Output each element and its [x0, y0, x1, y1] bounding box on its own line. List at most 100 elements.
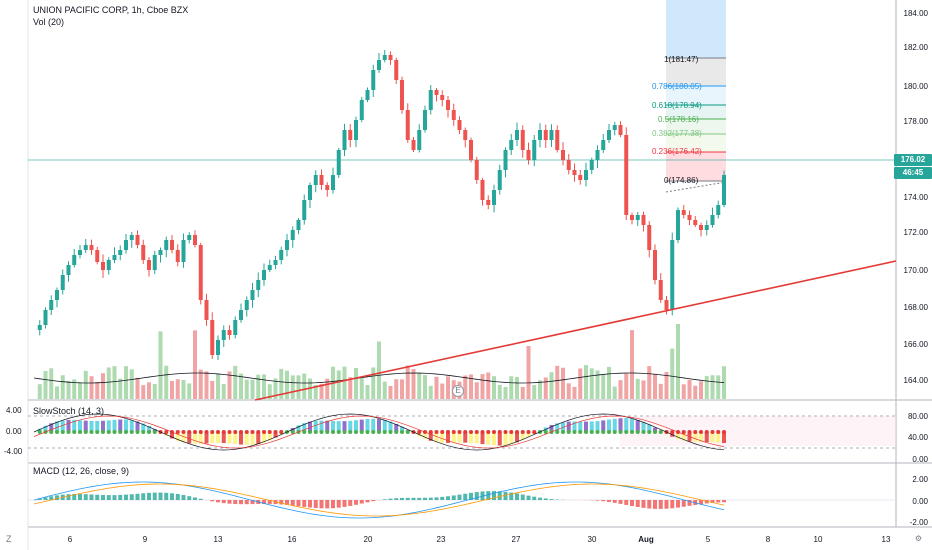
stoch-histogram-bar: [78, 420, 82, 432]
candle-body: [589, 160, 594, 170]
macd-histogram-bar: [89, 494, 94, 500]
earnings-marker-icon[interactable]: E: [452, 385, 464, 397]
stoch-dot: [463, 430, 468, 434]
macd-histogram-bar: [446, 496, 450, 500]
macd-histogram-bar: [371, 500, 376, 502]
macd-histogram-bar: [641, 500, 646, 508]
time-axis-label: 30: [587, 535, 597, 544]
volume-bar: [250, 379, 255, 399]
stoch-histogram-bar: [446, 432, 450, 443]
stoch-dot: [193, 430, 197, 434]
macd-histogram-bar: [618, 500, 623, 504]
candle-body: [635, 215, 640, 220]
stoch-histogram-bar: [641, 421, 646, 432]
macd-histogram-bar: [210, 500, 215, 502]
volume-bar: [658, 383, 663, 399]
macd-histogram-bar: [365, 500, 370, 503]
stoch-dot: [308, 430, 312, 434]
zoom-button[interactable]: Z: [6, 534, 12, 544]
stoch-dot: [106, 430, 111, 434]
volume-bar: [210, 380, 215, 399]
stoch-dot: [624, 430, 629, 434]
candle-body: [348, 130, 353, 140]
macd-histogram-bar: [451, 495, 456, 500]
stoch-dot: [365, 430, 370, 434]
price-axis-label: 184.00: [903, 9, 928, 18]
volume-bar: [503, 386, 508, 399]
stoch-histogram-bar: [129, 420, 134, 432]
stoch-histogram-bar: [607, 419, 611, 432]
candle-body: [618, 125, 623, 135]
volume-legend[interactable]: Vol (20): [33, 17, 65, 27]
symbol-legend[interactable]: UNION PACIFIC CORP, 1h, Cboe BZX: [33, 5, 189, 15]
macd-histogram-bar: [704, 500, 709, 504]
candle-body: [446, 100, 450, 110]
candle-body: [175, 250, 180, 262]
candle-body: [319, 175, 324, 185]
macd-histogram-bar: [181, 495, 186, 500]
volume-bar: [101, 373, 105, 399]
macd-histogram-bar: [66, 494, 71, 500]
stoch-dot: [526, 430, 531, 434]
volume-bar: [227, 371, 232, 399]
stoch-dot: [641, 430, 646, 434]
macd-histogram-bar: [221, 500, 226, 504]
stoch-dot: [49, 430, 54, 434]
candle-body: [55, 290, 59, 300]
macd-legend[interactable]: MACD (12, 26, close, 9): [33, 466, 130, 476]
volume-bar: [722, 366, 726, 399]
stoch-dot: [497, 430, 502, 434]
volume-bar: [509, 376, 514, 399]
stoch-dot: [210, 430, 215, 434]
volume-bar: [302, 373, 307, 399]
candle-body: [555, 130, 560, 150]
fib-target-zone: [666, 0, 726, 58]
fib-label-0382: 0.382(177.38): [652, 129, 702, 138]
candle-body: [377, 60, 381, 70]
volume-bar: [382, 381, 387, 399]
macd-signal-line: [33, 483, 725, 517]
volume-bar: [216, 374, 220, 399]
candle-body: [112, 255, 117, 260]
stoch-dot: [55, 430, 59, 434]
candle-body: [359, 100, 364, 120]
stoch-dot: [670, 430, 675, 434]
stoch-histogram-bar: [135, 421, 140, 432]
stoch-histogram-bar: [612, 418, 617, 432]
stoch-dot: [78, 430, 82, 434]
stoch-dot: [95, 430, 100, 434]
stoch-histogram-bar: [273, 432, 278, 438]
stoch-d-line: [33, 415, 725, 449]
macd-histogram-bar: [83, 494, 88, 500]
fib-label-05: 0.5(178.16): [658, 115, 699, 124]
price-axis-label: 174.00: [903, 193, 928, 202]
settings-icon[interactable]: ⚙: [914, 534, 922, 543]
stoch-dot: [428, 430, 433, 434]
fib-label-1: 1(181.47): [664, 55, 699, 64]
macd-histogram-bar: [595, 500, 600, 501]
candle-body: [612, 125, 617, 130]
stoch-dot: [89, 430, 94, 434]
stoch-histogram-bar: [216, 432, 220, 443]
stoch-dot: [716, 430, 721, 434]
volume-bar: [72, 379, 77, 399]
stoch-dot: [164, 430, 169, 434]
candle-body: [624, 135, 629, 215]
stoch-histogram-bar: [474, 432, 479, 444]
candle-body: [78, 250, 82, 255]
stoch-dot: [486, 430, 491, 434]
volume-bar: [83, 370, 88, 399]
stoch-dot: [601, 430, 606, 434]
macd-histogram-bar: [129, 494, 134, 500]
volume-bar: [624, 373, 629, 399]
candle-body: [480, 180, 485, 200]
macd-histogram-bar: [607, 500, 611, 502]
stoch-histogram-bar: [359, 419, 364, 432]
stoch-legend[interactable]: SlowStoch (14, 3): [33, 406, 105, 416]
candle-body: [285, 240, 289, 250]
macd-histogram-bar: [411, 497, 416, 500]
candle-body: [187, 235, 192, 240]
candle-body: [72, 255, 77, 265]
time-axis-label: 6: [67, 535, 73, 544]
